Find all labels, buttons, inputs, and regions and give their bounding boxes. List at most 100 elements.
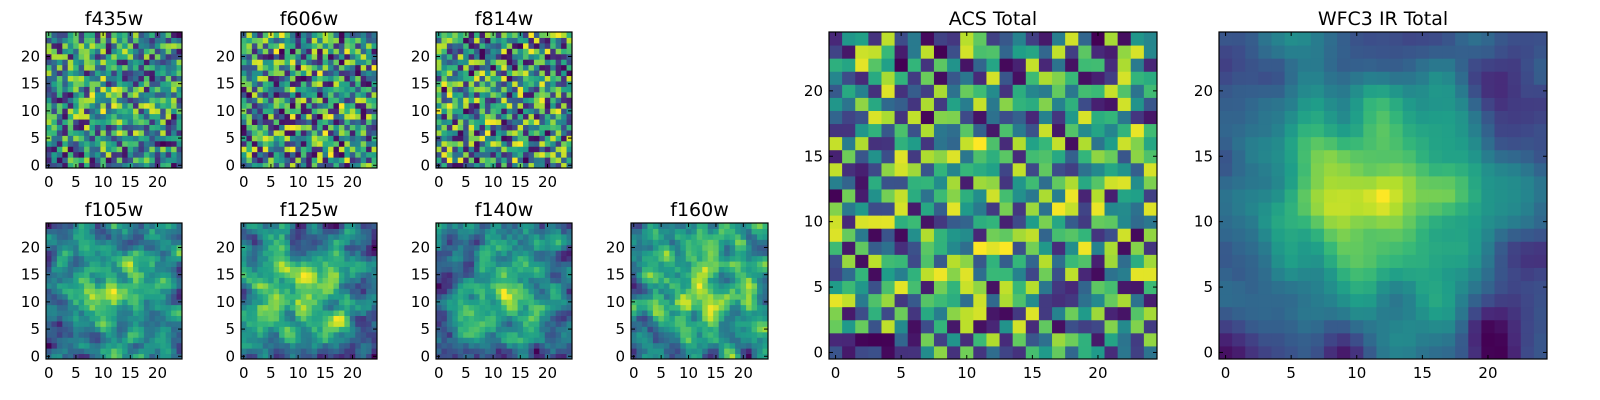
heatmap-cell (829, 162, 843, 177)
heatmap-cell (149, 86, 156, 93)
heatmap-cell (539, 288, 546, 295)
heatmap-cell (51, 97, 58, 104)
heatmap-cell (311, 124, 318, 131)
heatmap-cell (284, 304, 291, 311)
heatmap-cell (696, 288, 703, 295)
heatmap-cell (1012, 280, 1027, 295)
heatmap-cell (94, 162, 101, 169)
heatmap-cell (947, 215, 961, 229)
heatmap-cell (495, 331, 502, 338)
heatmap-cell (762, 293, 769, 300)
x-tick-label: 20 (148, 364, 167, 382)
heatmap-cell (111, 75, 118, 82)
heatmap-cell (490, 86, 497, 93)
heatmap-cell (555, 342, 562, 349)
heatmap-cell (268, 228, 275, 235)
heatmap-cell (533, 310, 540, 316)
heatmap-cell (495, 228, 502, 235)
heatmap-cell (62, 75, 69, 82)
heatmap-cell (349, 342, 356, 349)
heatmap-cell (73, 331, 80, 338)
heatmap-cell (446, 119, 453, 125)
heatmap-cell (457, 146, 464, 153)
heatmap-cell (295, 102, 302, 109)
heatmap-cell (555, 64, 562, 71)
heatmap-cell (474, 353, 481, 360)
heatmap-cell (62, 135, 69, 142)
heatmap-cell (84, 157, 91, 164)
heatmap-cell (306, 124, 313, 131)
heatmap-cell (501, 271, 508, 278)
heatmap-cell (311, 320, 318, 327)
heatmap-cell (289, 293, 296, 300)
heatmap-cell (257, 70, 264, 77)
heatmap-cell (56, 315, 63, 322)
heatmap-cell (647, 315, 654, 322)
heatmap-cell (56, 326, 63, 333)
heatmap-cell (149, 288, 156, 295)
heatmap-cell (160, 48, 167, 55)
heatmap-cell (973, 306, 987, 321)
heatmap-cell (933, 202, 948, 216)
heatmap-cell (484, 53, 491, 60)
heatmap-cell (729, 310, 736, 316)
heatmap-cell (555, 91, 562, 98)
heatmap-cell (674, 348, 681, 355)
heatmap-cell (533, 80, 540, 87)
heatmap-cell (122, 331, 129, 338)
heatmap-cell (257, 282, 264, 289)
heatmap-cell (257, 42, 264, 49)
heatmap-cell (268, 331, 275, 338)
heatmap-cell (436, 342, 442, 349)
heatmap-cell (160, 140, 167, 147)
heatmap-cell (317, 32, 324, 38)
heatmap-cell (757, 255, 764, 262)
heatmap-cell (539, 53, 546, 60)
heatmap-cell (1012, 228, 1027, 242)
heatmap-cell (1091, 162, 1106, 177)
heatmap-cell (544, 37, 551, 44)
heatmap-cell (746, 342, 753, 349)
heatmap-cell (56, 331, 63, 338)
heatmap-cell (512, 337, 519, 344)
heatmap-cell (133, 91, 139, 98)
heatmap-cell (566, 261, 573, 268)
heatmap-cell (360, 157, 367, 164)
heatmap-cell (1143, 267, 1158, 282)
heatmap-cell (501, 282, 508, 289)
heatmap-cell (251, 288, 258, 295)
heatmap-cell (284, 64, 291, 71)
heatmap-cell (495, 288, 502, 295)
heatmap-cell (539, 64, 546, 71)
heatmap-cell (566, 32, 573, 38)
heatmap-cell (669, 255, 676, 262)
heatmap-cell (490, 59, 497, 66)
heatmap-cell (105, 271, 112, 278)
heatmap-cell (495, 70, 502, 77)
heatmap-cell (300, 342, 307, 349)
heatmap-cell (452, 157, 459, 164)
heatmap-cell (631, 255, 637, 262)
heatmap-cell (528, 250, 535, 257)
heatmap-cell (920, 306, 935, 321)
heatmap-cell (495, 353, 502, 360)
heatmap-cell (674, 299, 681, 306)
heatmap-cell (176, 75, 183, 82)
heatmap-cell (338, 75, 345, 82)
heatmap-cell (149, 113, 156, 120)
heatmap-cell (176, 233, 183, 240)
heatmap-cell (366, 32, 373, 38)
heatmap-cell (366, 42, 373, 49)
heatmap-cell (501, 348, 508, 355)
heatmap-cell (555, 70, 562, 77)
heatmap-cell (907, 254, 922, 268)
heatmap-cell (960, 306, 974, 321)
heatmap-cell (724, 228, 731, 235)
heatmap-cell (474, 75, 481, 82)
heatmap-cell (366, 70, 373, 77)
heatmap-cell (62, 277, 69, 284)
heatmap-cell (279, 244, 286, 251)
heatmap-cell (960, 319, 974, 334)
heatmap-cell (544, 277, 551, 284)
heatmap-cell (724, 326, 731, 333)
